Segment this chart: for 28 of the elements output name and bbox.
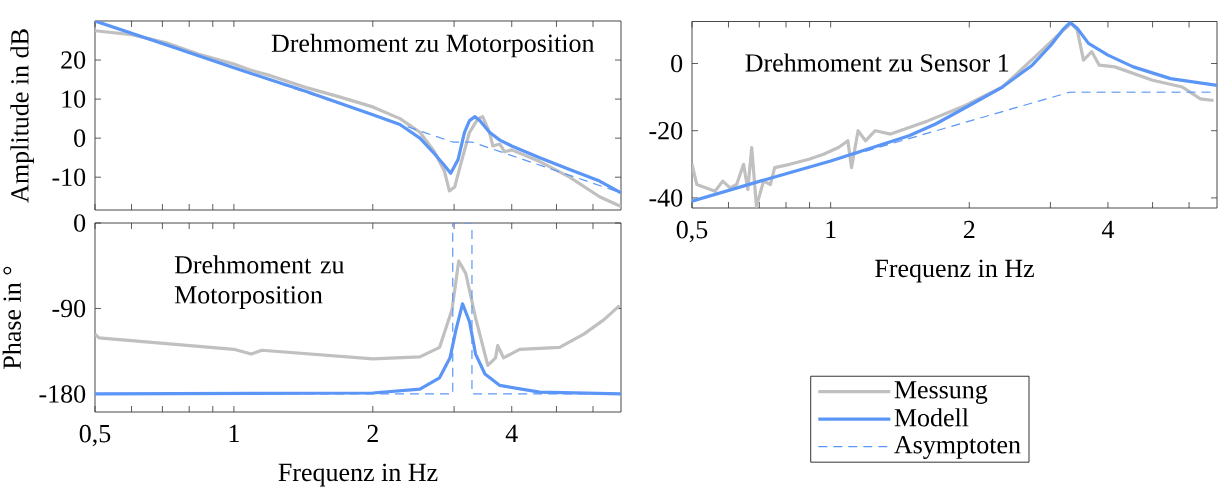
annotation: Drehmoment zu Sensor 1 xyxy=(745,53,1009,72)
legend-label: Asymptoten xyxy=(894,436,1021,459)
y-tick-label: 10 xyxy=(62,90,86,108)
y-tick-label: -20 xyxy=(649,121,683,140)
y-axis-title: Amplitude in dB xyxy=(10,29,34,203)
y-tick-label: -180 xyxy=(39,385,86,403)
x-tick-label: 4 xyxy=(1101,220,1115,238)
x-tick-label: 1 xyxy=(229,424,239,443)
y-tick-label: -40 xyxy=(649,189,683,207)
annotation: Drehmoment zu Motorposition xyxy=(174,255,345,309)
x-axis-title: Frequenz in Hz xyxy=(875,259,1034,283)
y-tick-label: -90 xyxy=(52,299,86,318)
legend-label: Messung xyxy=(894,381,988,404)
x-tick-label: 2 xyxy=(963,220,975,239)
x-tick-label: 0,5 xyxy=(79,424,111,447)
y-tick-label: 0 xyxy=(74,129,86,147)
annotation: Drehmoment zu Motorposition xyxy=(271,33,595,58)
x-tick-label: 1 xyxy=(826,220,836,239)
y-tick-label: 20 xyxy=(61,51,86,69)
x-axis-title: Frequenz in Hz xyxy=(278,463,438,487)
legend-label: Modell xyxy=(894,408,969,427)
y-tick-label: 0 xyxy=(74,214,86,232)
x-tick-label: 4 xyxy=(505,424,518,442)
y-tick-label: -10 xyxy=(52,168,86,186)
y-axis-title: Phase in ° xyxy=(2,266,21,369)
x-tick-label: 0,5 xyxy=(676,220,708,243)
y-tick-label: 0 xyxy=(671,54,683,73)
x-tick-label: 2 xyxy=(367,424,378,443)
